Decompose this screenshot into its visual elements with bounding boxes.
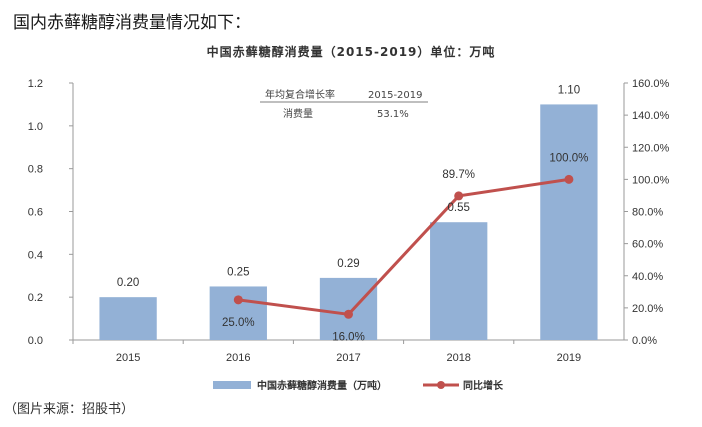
bar: [209, 286, 267, 340]
annotation-row-label: 消费量: [283, 107, 313, 120]
right-tick-label: 120.0%: [632, 142, 670, 154]
bar-value-label: 0.20: [117, 277, 139, 289]
right-tick-label: 20.0%: [632, 303, 663, 315]
left-tick-label: 0.6: [28, 207, 43, 219]
growth-line: [238, 177, 570, 316]
bar: [430, 222, 488, 340]
bar: [540, 104, 598, 341]
growth-value-label: 25.0%: [222, 317, 255, 329]
legend-bar-label: 中国赤藓糖醇消费量（万吨）: [257, 379, 387, 392]
growth-point: [564, 174, 574, 184]
right-tick-label: 140.0%: [632, 110, 670, 122]
left-tick-label: 0.8: [28, 164, 43, 176]
growth-point: [344, 309, 353, 319]
right-tick-label: 0.0%: [632, 335, 657, 347]
bar-value-label: 0.55: [448, 202, 470, 214]
x-tick-label: 2017: [336, 352, 360, 364]
annotation-row-value: 53.1%: [377, 109, 409, 120]
line-series: [233, 174, 574, 319]
source-note: （图片来源：招股书）: [4, 402, 135, 417]
growth-value-label: 16.0%: [332, 331, 365, 343]
bar-value-label: 0.29: [337, 258, 359, 270]
right-tick-label: 80.0%: [632, 207, 663, 219]
bar: [319, 277, 378, 340]
intro-text: 国内赤藓糖醇消费量情况如下：: [13, 13, 251, 33]
right-tick-label: 100.0%: [632, 174, 670, 186]
annotation-table: 年均复合增长率 2015-2019 消费量 53.1%: [260, 88, 428, 120]
bar-series: [99, 104, 598, 341]
data-labels: 0.20 0.25 0.29 0.55 1.10 25.0% 16.0% 89.7% 100.0…: [117, 84, 589, 343]
x-tick-label: 2016: [226, 352, 250, 364]
right-tick-label: 40.0%: [632, 271, 663, 283]
x-tick-label: 2015: [116, 352, 140, 364]
growth-point: [233, 295, 243, 305]
bar-value-label: 1.10: [558, 84, 580, 96]
right-tick-label: 60.0%: [632, 239, 663, 251]
legend-bar-swatch: [213, 381, 251, 389]
right-tick-label: 160.0%: [632, 78, 670, 90]
growth-value-label: 100.0%: [549, 152, 588, 164]
growth-point: [454, 191, 464, 201]
bar-value-label: 0.25: [227, 266, 249, 278]
left-tick-label: 0.0: [28, 335, 43, 347]
legend-line-marker: [437, 381, 445, 389]
annotation-header-label: 年均复合增长率: [265, 88, 335, 101]
x-tick-label: 2019: [557, 352, 581, 364]
legend: 中国赤藓糖醇消费量（万吨） 同比增长: [213, 379, 504, 392]
left-tick-label: 1.2: [28, 78, 43, 90]
left-tick-label: 0.4: [28, 249, 43, 261]
x-tick-label: 2018: [446, 352, 470, 364]
growth-value-label: 89.7%: [442, 169, 475, 181]
annotation-header-period: 2015-2019: [368, 90, 423, 101]
left-tick-label: 1.0: [28, 121, 43, 133]
chart-title: 中国赤藓糖醇消费量（2015-2019）单位：万吨: [206, 45, 496, 59]
legend-line-label: 同比增长: [463, 379, 504, 392]
left-tick-label: 0.2: [28, 292, 43, 304]
bar: [99, 297, 157, 340]
chart-axes: 0.0 0.2 0.4 0.6 0.8 1.0 1.2 0.0% 20.0% 40.0% 60.0%…: [28, 78, 670, 364]
